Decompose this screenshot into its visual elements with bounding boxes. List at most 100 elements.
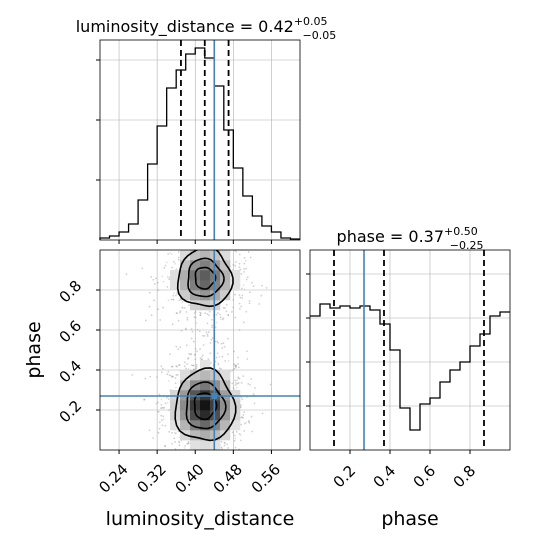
sample-point [152, 278, 155, 281]
sample-point [208, 236, 210, 238]
sample-point [174, 382, 177, 385]
sample-point [215, 356, 218, 359]
sample-point [235, 365, 238, 367]
sample-point [187, 442, 190, 445]
sample-point [234, 316, 237, 319]
sample-point [162, 306, 165, 309]
density-cell [180, 370, 191, 381]
sample-point [216, 352, 219, 355]
sample-point [236, 387, 238, 389]
sample-point [192, 364, 195, 367]
sample-point [144, 319, 147, 322]
joint-posterior-xticks: 0.24 0.32 0.40 0.48 0.56 [95, 450, 284, 497]
sample-point [209, 362, 212, 364]
sample-point [167, 398, 170, 400]
sample-point [193, 368, 195, 371]
density-contour [187, 257, 225, 298]
sample-point [248, 248, 250, 250]
sample-point [181, 301, 184, 303]
sample-point [183, 361, 186, 364]
sample-point [158, 410, 160, 413]
sample-point [249, 291, 251, 294]
sample-point [160, 403, 163, 406]
sample-point [158, 393, 161, 396]
density-cell [180, 270, 191, 281]
phase-quantile-lines [333, 250, 485, 450]
sample-point [237, 377, 240, 380]
density-cell [200, 370, 211, 381]
sample-point [226, 454, 228, 456]
sample-point [202, 344, 205, 346]
sample-point [241, 398, 244, 401]
joint-posterior-heatmap [170, 250, 241, 450]
sample-point [164, 424, 167, 427]
phase-histogram-xticks: 0.2 0.4 0.6 0.8 [330, 450, 479, 491]
density-cell [200, 420, 211, 431]
sample-point [221, 347, 224, 350]
sample-point [167, 370, 170, 373]
sample-point [252, 392, 255, 395]
sample-point [217, 341, 220, 344]
density-cell [220, 410, 231, 421]
sample-point [200, 451, 202, 453]
sample-point [203, 241, 205, 243]
density-cell [180, 410, 191, 421]
sample-point [195, 211, 197, 213]
luminosity-distance-quantile-lines [180, 40, 230, 240]
sample-point [153, 299, 155, 302]
sample-point [177, 348, 180, 351]
sample-point [168, 409, 170, 412]
density-cell [200, 410, 211, 421]
sample-point [196, 240, 198, 242]
density-cell [190, 370, 201, 381]
sample-point [261, 412, 264, 415]
sample-point [230, 247, 232, 249]
density-cell [200, 270, 211, 281]
phase-y-tick-label: 0.8 [56, 277, 86, 307]
sample-point [216, 321, 218, 324]
phase-title-main: phase = 0.37 [337, 227, 444, 246]
density-cell [170, 420, 181, 431]
joint-posterior-ylabel: phase [23, 321, 45, 378]
density-cell [210, 440, 221, 450]
sample-point [173, 292, 175, 294]
sample-point [169, 353, 171, 356]
sample-point [246, 358, 249, 360]
sample-point [194, 347, 197, 350]
sample-point [202, 245, 204, 247]
sample-point [261, 459, 263, 461]
sample-point [164, 445, 167, 448]
sample-point [210, 339, 213, 341]
sample-point [178, 364, 181, 366]
density-contour [193, 392, 218, 421]
sample-point [239, 296, 242, 299]
sample-point [160, 365, 163, 368]
luminosity-x-tick-label: 0.40 [172, 460, 208, 496]
sample-point [240, 396, 243, 399]
sample-point [245, 310, 248, 313]
sample-point [241, 294, 244, 297]
sample-point [199, 314, 202, 317]
sample-point [244, 422, 246, 425]
sample-point [184, 444, 187, 447]
sample-point [188, 304, 190, 307]
sample-point [179, 346, 182, 349]
sample-point [199, 357, 202, 360]
density-cell [230, 390, 241, 401]
sample-point [243, 267, 246, 270]
sample-point [247, 251, 250, 253]
sample-point [176, 373, 179, 376]
sample-point [184, 241, 186, 243]
sample-point [193, 316, 196, 318]
sample-point [246, 396, 248, 399]
sample-point [235, 261, 237, 263]
density-cell [180, 420, 191, 431]
phase-y-tick-label: 0.6 [56, 317, 86, 347]
density-cell [230, 420, 241, 431]
sample-point [171, 375, 174, 378]
sample-point [199, 314, 202, 317]
sample-point [198, 245, 200, 247]
sample-point [243, 257, 246, 259]
sample-point [214, 247, 216, 249]
